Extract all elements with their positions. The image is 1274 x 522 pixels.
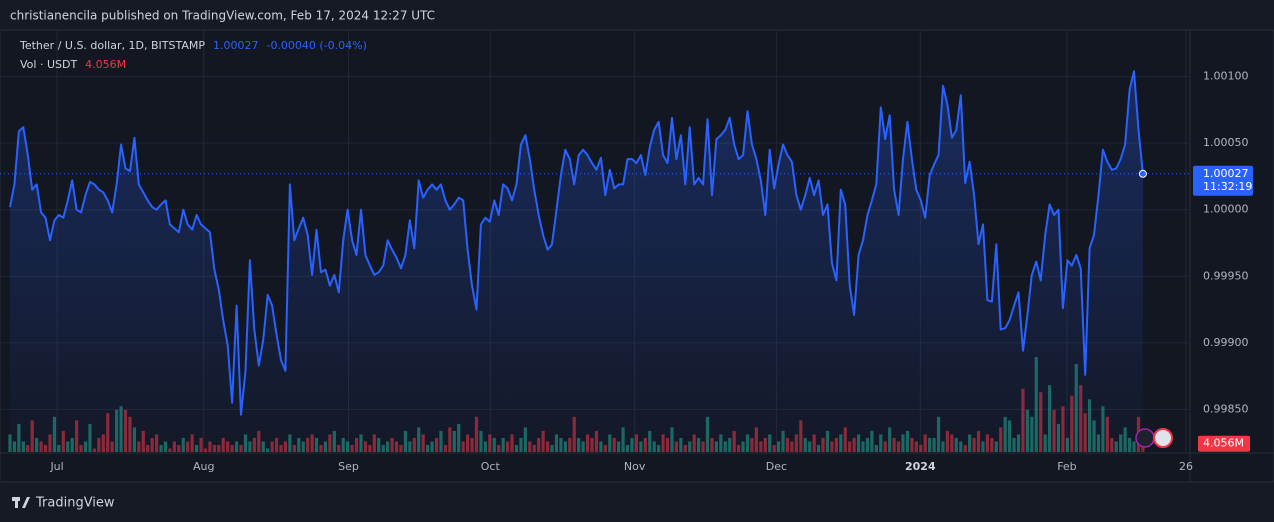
volume-title: Vol · USDT <box>20 58 77 71</box>
x-tick-label: 2024 <box>905 460 936 473</box>
price-area <box>9 71 1143 453</box>
symbol-title: Tether / U.S. dollar, 1D, BITSTAMP <box>19 39 205 52</box>
y-tick-label: 1.00050 <box>1203 136 1249 149</box>
last-price-dot <box>1138 169 1147 178</box>
y-tick-label: 0.99950 <box>1203 269 1249 282</box>
x-tick-label: Oct <box>481 460 501 473</box>
legend-price: 1.00027 <box>213 39 259 52</box>
logo-mark <box>22 497 30 508</box>
plot <box>0 70 1190 453</box>
price-line <box>9 70 1144 416</box>
x-tick-label: Sep <box>338 460 359 473</box>
x-tick-label: Nov <box>624 460 646 473</box>
x-tick-label: Feb <box>1057 460 1076 473</box>
y-tick-label: 1.00000 <box>1203 203 1249 216</box>
x-tick-label: Jul <box>49 460 63 473</box>
last-price-label: 1.00027 <box>1203 167 1249 180</box>
y-tick-label: 1.00100 <box>1203 70 1249 83</box>
y-tick-label: 0.99900 <box>1203 336 1249 349</box>
last-price-box <box>1193 165 1253 196</box>
legend-change: -0.00040 (-0.04%) <box>266 39 366 52</box>
legend-volume: 4.056M <box>85 58 126 71</box>
volume-last-label: 4.056M <box>1203 437 1244 450</box>
labels: 0.99850 0.99900 0.99950 1.00000 1.00050 1.001… <box>19 39 1253 473</box>
x-tick-label: 26 <box>1179 460 1193 473</box>
logo-mark <box>15 497 18 508</box>
icon[interactable] <box>1153 428 1173 448</box>
x-tick-label: Aug <box>193 460 214 473</box>
logo: TradingView <box>12 496 115 511</box>
countdown: 11:32:19 <box>1203 180 1252 193</box>
brand: TradingView <box>35 496 115 511</box>
icons <box>1135 428 1173 448</box>
published-note: christianencila published on TradingView… <box>10 9 435 23</box>
icon[interactable] <box>1135 428 1155 448</box>
y-tick-label: 0.99850 <box>1203 402 1249 415</box>
volume-bar <box>8 434 12 452</box>
x-tick-label: Dec <box>766 460 787 473</box>
volume-last-box <box>1198 435 1250 452</box>
